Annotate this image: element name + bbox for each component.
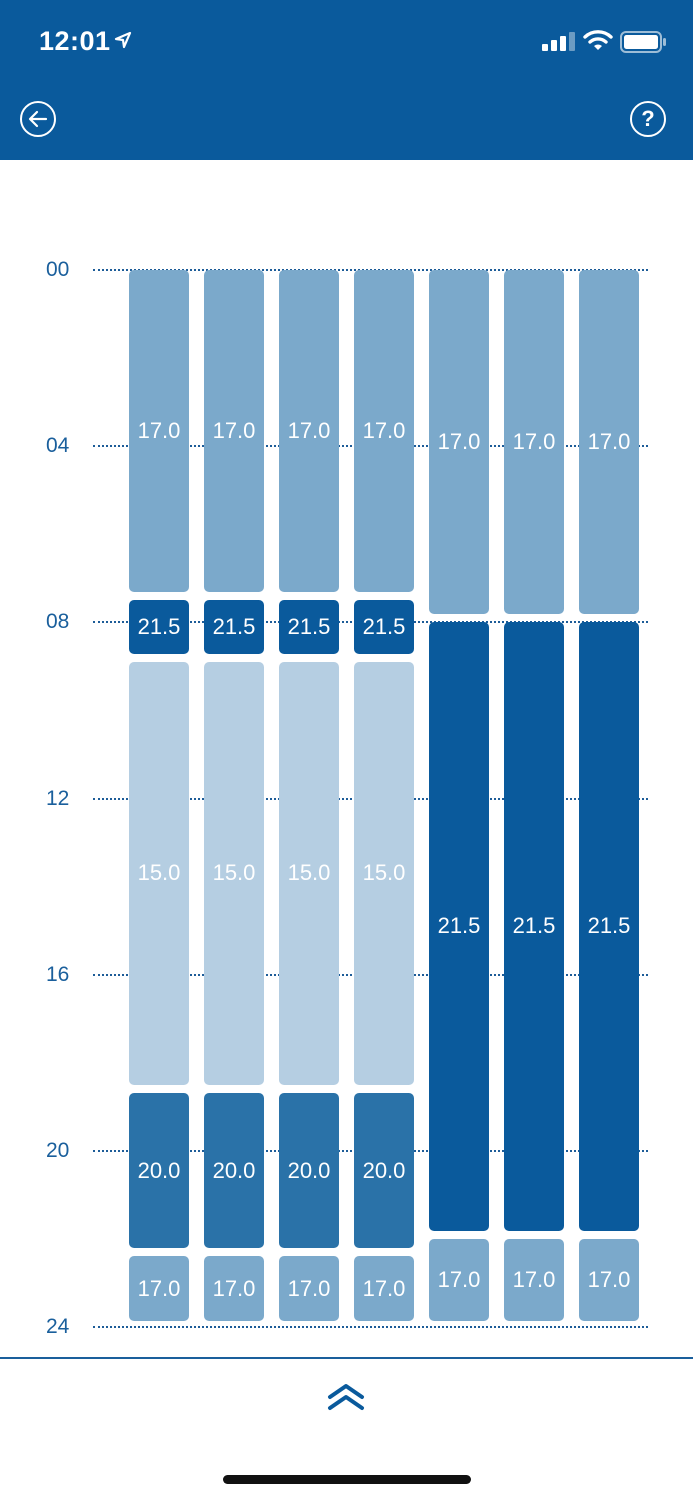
schedule-block[interactable]: 20.0	[279, 1093, 339, 1249]
schedule-block[interactable]: 17.0	[429, 270, 489, 614]
battery-icon	[620, 31, 666, 53]
schedule-block[interactable]: 17.0	[354, 270, 414, 592]
weekly-schedule-chart: 00 04 08 12 16 20 24 17.0 21.5 15.0 20.0 17.0 17.0 21…	[0, 160, 693, 1358]
schedule-block[interactable]: 17.0	[129, 270, 189, 592]
hour-gridline	[93, 1326, 648, 1329]
schedule-block[interactable]: 15.0	[279, 661, 339, 1086]
back-button[interactable]	[20, 101, 56, 137]
hour-label: 12	[46, 786, 70, 810]
hour-label: 20	[46, 1139, 70, 1162]
schedule-block[interactable]: 17.0	[579, 1238, 639, 1322]
schedule-block[interactable]: 17.0	[579, 270, 639, 614]
arrow-left-icon	[28, 110, 48, 128]
location-arrow-icon	[114, 31, 132, 49]
schedule-block[interactable]: 20.0	[204, 1093, 264, 1249]
app-header: 12:01 ?	[0, 0, 693, 160]
schedule-block[interactable]: 17.0	[504, 270, 564, 614]
schedule-block[interactable]: 20.0	[354, 1093, 414, 1249]
schedule-block[interactable]: 17.0	[429, 1238, 489, 1322]
schedule-block[interactable]: 17.0	[504, 1238, 564, 1322]
footer-divider	[0, 1357, 693, 1359]
schedule-block[interactable]: 15.0	[354, 661, 414, 1086]
schedule-block[interactable]: 17.0	[204, 1256, 264, 1322]
help-button[interactable]: ?	[630, 101, 666, 137]
hour-label: 04	[46, 434, 70, 458]
home-indicator[interactable]	[223, 1475, 471, 1484]
wifi-icon	[583, 30, 613, 50]
schedule-block[interactable]: 21.5	[429, 621, 489, 1231]
double-chevron-up-icon[interactable]	[326, 1383, 366, 1411]
schedule-block[interactable]: 15.0	[129, 661, 189, 1086]
schedule-block[interactable]: 21.5	[129, 599, 189, 654]
hour-label: 16	[46, 962, 70, 986]
hour-label: 24	[46, 1315, 70, 1339]
hour-label: 00	[46, 258, 70, 281]
schedule-block[interactable]: 17.0	[129, 1256, 189, 1322]
schedule-block[interactable]: 20.0	[129, 1093, 189, 1249]
hour-label: 08	[46, 610, 70, 634]
status-time: 12:01	[39, 26, 111, 56]
schedule-block[interactable]: 15.0	[204, 661, 264, 1086]
schedule-block[interactable]: 21.5	[204, 599, 264, 654]
signal-icon	[542, 32, 575, 51]
schedule-block[interactable]: 21.5	[504, 621, 564, 1231]
schedule-block[interactable]: 21.5	[579, 621, 639, 1231]
schedule-block[interactable]: 21.5	[354, 599, 414, 654]
schedule-block[interactable]: 17.0	[354, 1256, 414, 1322]
schedule-block[interactable]: 17.0	[279, 270, 339, 592]
schedule-block[interactable]: 17.0	[204, 270, 264, 592]
help-label: ?	[641, 106, 655, 131]
schedule-block[interactable]: 21.5	[279, 599, 339, 654]
schedule-block[interactable]: 17.0	[279, 1256, 339, 1322]
